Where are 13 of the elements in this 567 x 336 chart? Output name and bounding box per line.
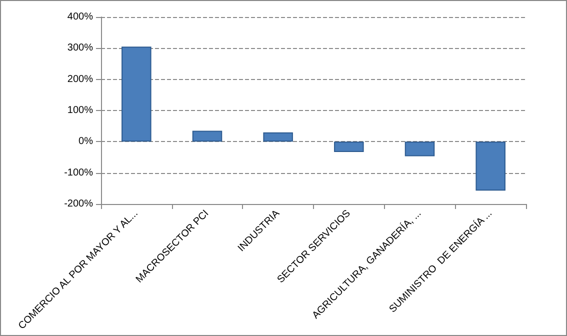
bar xyxy=(476,142,506,191)
bar xyxy=(122,46,152,142)
bar xyxy=(334,142,364,152)
bar xyxy=(263,132,293,142)
bar xyxy=(192,130,222,142)
y-tick-label: 100% xyxy=(67,104,94,116)
y-tick-label: 0% xyxy=(78,136,94,148)
y-tick-label: 200% xyxy=(67,74,94,85)
bar xyxy=(404,142,435,156)
y-tick-label: -100% xyxy=(64,167,94,178)
y-tick-label: 300% xyxy=(67,42,94,54)
y-tick-label: 400% xyxy=(67,12,94,22)
y-tick-label: -200% xyxy=(64,198,94,210)
